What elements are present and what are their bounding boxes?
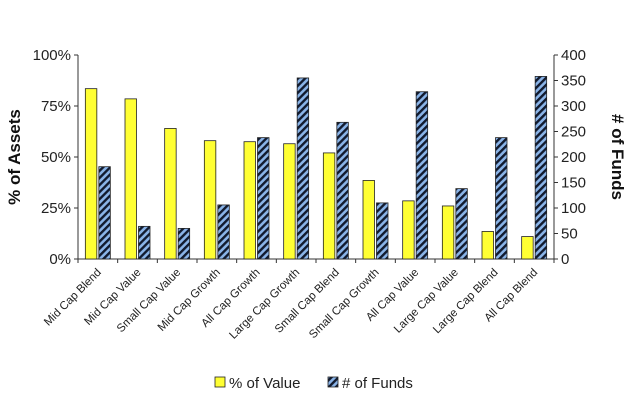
right-tick-label: 300 [561,98,586,115]
right-tick-label: 250 [561,124,586,141]
left-tick-label: 100% [33,47,71,64]
bar-pct-value [164,128,177,260]
bar-num-funds [217,204,230,260]
legend-swatch-value [214,376,226,388]
bar-pct-value [322,152,336,260]
right-tick-label: 400 [561,47,586,64]
bar-pct-value [283,143,296,260]
bar-pct-value [441,205,455,260]
legend: % of Value # of Funds [214,375,413,392]
left-tick-label: 25% [41,200,71,217]
right-tick-label: 0 [561,251,569,268]
bar-num-funds [495,137,508,260]
bar-pct-value [124,98,137,260]
right-tick-label: 150 [561,175,586,192]
bar-pct-value [481,231,494,260]
bar-num-funds [376,202,389,260]
plot-area: 0%25%50%75%100%050100150200250300350400M… [33,47,586,342]
bar-num-funds [534,76,548,260]
bar-pct-value [362,180,375,260]
bar-pct-value [84,88,98,260]
legend-label-value: % of Value [229,375,300,392]
right-tick-label: 100 [561,200,586,217]
legend-swatch-funds [327,376,339,388]
bar-num-funds [98,166,111,260]
bar-pct-value [243,141,256,260]
bar-num-funds [138,225,151,260]
category-label: Small Cap Growth [307,267,381,341]
right-tick-label: 350 [561,73,586,90]
category-label: Large Cap Growth [227,267,302,342]
bar-num-funds [415,91,429,260]
left-tick-label: 0% [49,251,71,268]
legend-label-funds: # of Funds [342,375,413,392]
left-tick-label: 75% [41,98,71,115]
right-tick-label: 200 [561,149,586,166]
bar-num-funds [296,77,310,260]
bar-num-funds [257,137,270,260]
bar-num-funds [336,121,349,260]
bar-pct-value [402,200,415,260]
left-axis-title: % of Assets [5,109,24,205]
right-axis-title: # of Funds [608,114,627,200]
left-tick-label: 50% [41,149,71,166]
bar-num-funds [455,188,468,260]
bar-num-funds [177,227,191,260]
bar-pct-value [521,236,534,260]
right-tick-label: 50 [561,226,578,243]
bar-pct-value [203,140,217,260]
